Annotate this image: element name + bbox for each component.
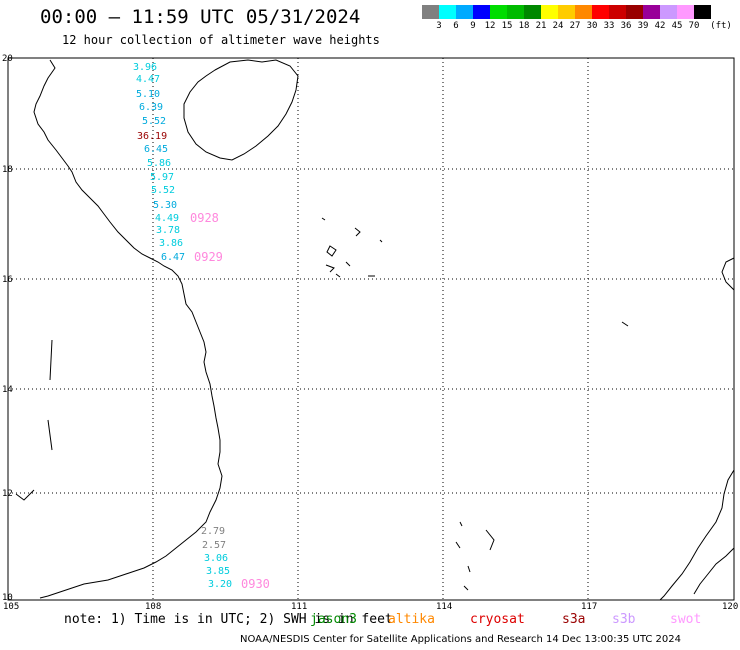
color-swatch — [626, 5, 643, 19]
map-frame — [7, 57, 735, 601]
page-title: 00:00 – 11:59 UTC 05/31/2024 — [40, 6, 361, 28]
color-tick-label: 21 — [535, 21, 547, 31]
lon-label: 120 — [722, 602, 738, 612]
lat-label: 20 — [2, 54, 13, 64]
wave-height-value: 2.79 — [201, 526, 225, 537]
wave-height-value: 36.19 — [137, 131, 167, 142]
color-swatch — [507, 5, 524, 19]
color-tick-label: 36 — [620, 21, 632, 31]
color-tick-label: 15 — [501, 21, 513, 31]
color-tick-label: 3 — [436, 21, 442, 31]
color-tick-label: 45 — [671, 21, 683, 31]
legend-altika: altika — [388, 612, 435, 627]
wave-height-value: 6.39 — [139, 102, 163, 113]
track-time-label: 0930 — [241, 577, 270, 591]
color-tick-label: 70 — [688, 21, 700, 31]
track-time-label: 0928 — [190, 211, 219, 225]
wave-height-value: 3.85 — [206, 566, 230, 577]
legend-swot: swot — [670, 612, 702, 627]
color-unit-label: (ft) — [710, 21, 732, 31]
coastline-mainland — [33, 59, 223, 599]
wave-height-value: 5.30 — [153, 200, 177, 211]
color-tick-label: 42 — [654, 21, 666, 31]
color-tick-label: 27 — [569, 21, 581, 31]
color-tick-label: 30 — [586, 21, 598, 31]
track-time-label: 0929 — [194, 250, 223, 264]
wave-height-value: 3.78 — [156, 225, 180, 236]
lat-label: 18 — [2, 165, 13, 175]
wave-height-value: 3.86 — [159, 238, 183, 249]
wave-height-value: 3.06 — [204, 553, 228, 564]
color-swatch — [575, 5, 592, 19]
color-swatch — [490, 5, 507, 19]
wave-height-value: 5.10 — [136, 89, 160, 100]
islands-spratly — [15, 321, 629, 591]
color-swatch — [660, 5, 677, 19]
wave-height-value: 5.52 — [142, 116, 166, 127]
wave-height-value: 6.45 — [144, 144, 168, 155]
color-tick-label: 33 — [603, 21, 615, 31]
color-swatch — [558, 5, 575, 19]
color-swatch — [694, 5, 711, 19]
legend-s3a: s3a — [562, 612, 586, 627]
wave-height-labels: 3.964.47 5.10 6.39 5.52 36.19 6.45 5.86 5.97 5.5… — [133, 62, 232, 590]
color-swatch — [609, 5, 626, 19]
islands-paracel — [321, 217, 383, 278]
wave-height-value: 4.47 — [136, 74, 160, 85]
lat-label: 12 — [2, 489, 13, 499]
color-swatch — [541, 5, 558, 19]
lat-label: 10 — [2, 593, 13, 603]
page-subtitle: 12 hour collection of altimeter wave hei… — [62, 33, 380, 47]
lat-label: 16 — [2, 275, 13, 285]
footer-note: note: 1) Time is in UTC; 2) SWH is in fe… — [64, 612, 393, 627]
legend-s3b: s3b — [612, 612, 636, 627]
wave-height-value: 5.52 — [151, 185, 175, 196]
lon-label: 117 — [581, 602, 597, 612]
color-tick-label: 12 — [484, 21, 496, 31]
wave-height-value: 6.47 — [161, 252, 185, 263]
color-swatch — [473, 5, 490, 19]
color-swatch — [524, 5, 541, 19]
color-swatch — [439, 5, 456, 19]
color-tick-label: 24 — [552, 21, 564, 31]
lon-label: 108 — [145, 602, 161, 612]
coastline-palawan — [659, 469, 735, 601]
lon-label: 114 — [436, 602, 452, 612]
lat-label: 14 — [2, 385, 13, 395]
color-tick-label: 18 — [518, 21, 530, 31]
coastline-philippines — [721, 257, 735, 291]
coastline-hainan — [183, 59, 299, 161]
color-tick-label: 6 — [453, 21, 459, 31]
legend-cryosat: cryosat — [470, 612, 525, 627]
color-scale-bar — [422, 5, 711, 19]
color-swatch — [592, 5, 609, 19]
color-swatch — [643, 5, 660, 19]
color-tick-label: 9 — [470, 21, 476, 31]
wave-height-value: 3.20 — [208, 579, 232, 590]
color-swatch — [677, 5, 694, 19]
map-grid — [8, 58, 734, 600]
color-swatch — [422, 5, 439, 19]
color-scale-ticks: 3 6 9 12 15 18 21 24 27 30 33 36 39 42 45 70 (ft) — [422, 21, 740, 33]
lon-label: 105 — [3, 602, 19, 612]
lon-label: 111 — [291, 602, 307, 612]
wave-height-value: 4.49 — [155, 213, 179, 224]
color-tick-label: 39 — [637, 21, 649, 31]
legend-jason3: jason3 — [310, 612, 357, 627]
wave-height-value: 5.97 — [150, 172, 174, 183]
color-swatch — [456, 5, 473, 19]
wave-height-value: 2.57 — [202, 540, 226, 551]
wave-height-value: 5.86 — [147, 158, 171, 169]
wave-height-value: 3.96 — [133, 62, 157, 73]
credit-line: NOAA/NESDIS Center for Satellite Applica… — [240, 634, 682, 645]
